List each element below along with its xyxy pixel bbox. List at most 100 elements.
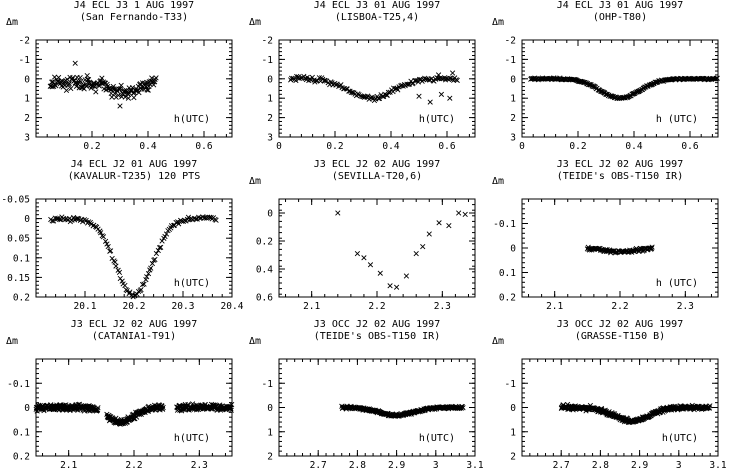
data-point [439,76,445,82]
y-tick-label: -1 [505,55,517,66]
panel-4: J4 ECL J2 01 AUG 1997(KAVALUR-T235) 120 … [1,159,243,312]
y-tick-label: 0.15 [7,273,30,284]
data-point [426,231,432,237]
y-tick-label: 0 [24,403,30,414]
y-tick-label: 0.4 [256,265,273,276]
data-point [420,243,426,250]
data-point [163,231,170,237]
y-tick-label: -0.1 [493,219,516,230]
data-point [98,230,104,236]
x-axis-label: h(UTC) [174,278,210,289]
y-tick-label: 2 [267,452,273,463]
y-tick-label: 2 [510,113,516,124]
data-point [228,405,234,412]
data-point [117,275,123,282]
data-point [50,218,57,224]
x-axis-label: h (UTC) [656,114,698,125]
y-tick-label: 3 [267,133,273,144]
data-point [153,75,159,81]
data-point [76,78,82,85]
panel-title: J3 ECL J2 02 AUG 1997 [71,319,197,330]
x-tick-label: 2.3 [191,460,208,471]
data-point [56,79,62,85]
y-tick-label: -2 [262,36,273,47]
y-axis-label: Δm [492,336,504,347]
data-point [304,74,310,80]
data-point [383,92,390,98]
data-point [83,83,90,89]
x-tick-label: 20.2 [123,301,146,312]
data-point [144,274,150,280]
data-point [322,77,328,84]
data-point [376,95,383,102]
data-point [460,405,466,411]
x-axis-label: h (UTC) [656,278,698,289]
data-point [50,79,56,85]
panel-subtitle: (CATANIA1-T91) [92,331,176,342]
data-point [447,95,453,101]
x-tick-label: 2.7 [553,460,570,471]
x-axis-label: h(UTC) [662,433,698,444]
data-point [97,228,103,234]
panel-8: J3 OCC J2 02 AUG 1997(TEIDE's OBS-T150 I… [249,319,484,471]
data-point [96,83,102,89]
data-point [449,70,456,76]
data-point [107,248,114,254]
y-axis-label: Δm [249,17,261,28]
plot-frame [35,39,233,138]
data-point [160,404,166,411]
x-axis-label: h(UTC) [174,433,210,444]
data-point [131,94,137,101]
data-point [385,89,392,96]
panel-3: J4 ECL J3 01 AUG 1997(OHP-T80) Δm h (UTC) -… [492,0,720,152]
data-point [393,284,400,290]
x-tick-label: 0.4 [625,141,642,152]
y-tick-label: 0 [267,209,273,220]
data-point [416,76,423,83]
data-point [713,75,720,81]
data-point [462,211,468,218]
plot-frame [278,39,476,138]
y-axis-label: Δm [249,336,261,347]
data-point [435,72,442,78]
y-tick-label: 0 [510,74,516,85]
x-axis-label: h(UTC) [174,114,210,125]
y-tick-label: 2 [24,113,30,124]
data-point [95,405,101,411]
data-point [95,407,101,413]
y-axis-label: Δm [492,176,504,187]
panel-title: J4 ECL J3 01 AUG 1997 [557,0,683,11]
panel-title: J3 OCC J2 02 AUG 1997 [314,319,440,330]
x-tick-label: 3 [433,460,439,471]
x-tick-label: 0.2 [326,141,343,152]
data-point [104,241,110,247]
data-point [109,94,115,100]
data-point [152,256,158,263]
x-tick-label: 3.1 [466,460,483,471]
y-axis-label: Δm [6,17,18,28]
data-point [109,255,115,262]
data-point [68,85,74,92]
x-tick-label: 3 [676,460,682,471]
y-tick-label: -1 [262,379,274,390]
data-point [66,80,72,87]
data-point [346,88,352,94]
data-point [365,93,371,99]
y-tick-label: -1 [19,55,31,66]
data-point [118,82,124,88]
data-point [454,77,460,84]
data-point [179,218,185,224]
data-point [367,262,374,268]
data-point [395,87,401,93]
data-point [427,99,433,105]
data-point [229,401,235,408]
panel-title: J4 ECL J2 01 AUG 1997 [71,159,197,170]
data-point [100,234,107,240]
y-tick-label: 0.05 [7,234,30,245]
panel-title: J4 ECL J3 01 AUG 1997 [314,0,440,11]
data-point [144,87,150,93]
x-tick-label: 0.6 [438,141,455,152]
data-point [423,76,429,82]
x-tick-label: 0.2 [83,141,100,152]
y-tick-label: 1 [510,94,516,105]
